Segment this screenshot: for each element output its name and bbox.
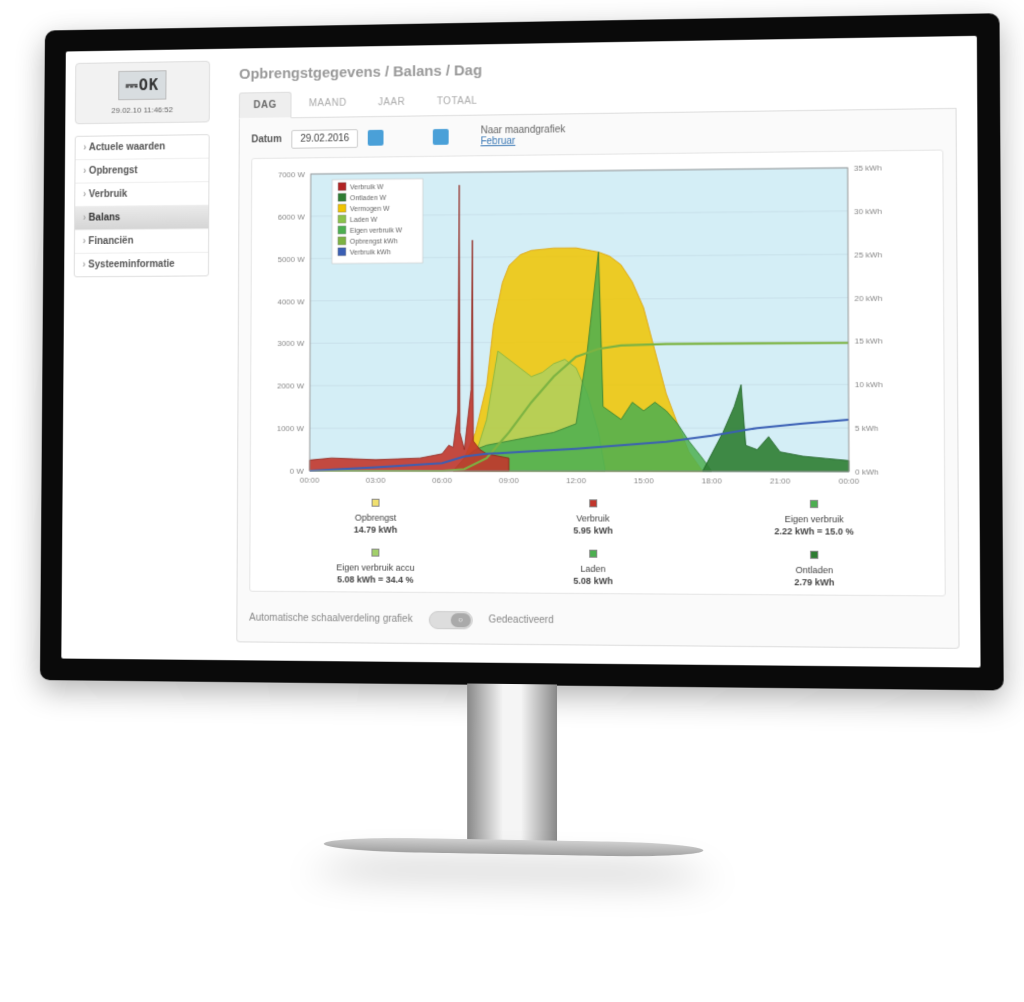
device-timestamp: 29.02.10 11:46:52 bbox=[84, 105, 202, 115]
chart-summaries: Opbrengst14.79 kWhEigen verbruik accu5.0… bbox=[258, 492, 936, 591]
chart-container: 0 W 1000 W 2000 W 3000 W 4000 W 5000 W 6000 W 7… bbox=[249, 150, 945, 597]
svg-text:15:00: 15:00 bbox=[634, 476, 655, 485]
summary-group: Verbruik5.95 kWhLaden5.08 kWh bbox=[573, 499, 612, 587]
autoscale-toggle[interactable]: ○ bbox=[428, 611, 472, 629]
autoscale-state: Gedeactiveerd bbox=[488, 615, 553, 627]
summary-group: Opbrengst14.79 kWhEigen verbruik accu5.0… bbox=[336, 499, 414, 586]
svg-text:20 kWh: 20 kWh bbox=[854, 293, 882, 302]
tab-jaar[interactable]: JAAR bbox=[364, 90, 419, 116]
sidebar-item-3[interactable]: Balans bbox=[75, 206, 208, 231]
sidebar-item-2[interactable]: Verbruik bbox=[75, 182, 208, 207]
prev-arrow-icon[interactable] bbox=[433, 129, 449, 145]
chart-panel: Datum 29.02.2016 Naar maandgrafiek Febru… bbox=[236, 109, 959, 649]
svg-text:Verbruik kWh: Verbruik kWh bbox=[350, 249, 391, 256]
svg-text:4000 W: 4000 W bbox=[277, 297, 304, 306]
device-status-box: ⎓OK 29.02.10 11:46:52 bbox=[75, 61, 210, 124]
svg-text:2000 W: 2000 W bbox=[277, 382, 304, 391]
sidebar-item-0[interactable]: Actuele waarden bbox=[76, 135, 209, 160]
calendar-icon[interactable] bbox=[368, 130, 384, 146]
to-month-label: Naar maandgrafiek bbox=[481, 124, 566, 136]
svg-text:Laden W: Laden W bbox=[350, 217, 378, 224]
svg-text:18:00: 18:00 bbox=[702, 476, 723, 485]
date-field[interactable]: 29.02.2016 bbox=[291, 129, 358, 149]
svg-text:15 kWh: 15 kWh bbox=[855, 337, 883, 346]
svg-text:00:00: 00:00 bbox=[839, 477, 860, 486]
svg-text:5000 W: 5000 W bbox=[278, 255, 305, 264]
svg-text:35 kWh: 35 kWh bbox=[854, 163, 882, 172]
svg-text:12:00: 12:00 bbox=[566, 476, 587, 485]
balance-chart: 0 W 1000 W 2000 W 3000 W 4000 W 5000 W 6000 W 7… bbox=[259, 159, 903, 494]
tab-totaal[interactable]: TOTAAL bbox=[423, 89, 491, 116]
svg-text:0 kWh: 0 kWh bbox=[855, 467, 878, 476]
sidebar: ⎓OK 29.02.10 11:46:52 Actuele waardenOpb… bbox=[61, 49, 219, 660]
month-link[interactable]: Februar bbox=[481, 136, 516, 147]
svg-text:5 kWh: 5 kWh bbox=[855, 424, 878, 433]
main-nav: Actuele waardenOpbrengstVerbruikBalansFi… bbox=[74, 134, 210, 277]
autoscale-label: Automatische schaalverdeling grafiek bbox=[249, 613, 412, 625]
svg-text:30 kWh: 30 kWh bbox=[854, 207, 882, 216]
sidebar-item-1[interactable]: Opbrengst bbox=[75, 159, 208, 184]
svg-text:06:00: 06:00 bbox=[432, 476, 452, 485]
svg-text:10 kWh: 10 kWh bbox=[855, 380, 883, 389]
svg-text:7000 W: 7000 W bbox=[278, 170, 305, 179]
svg-text:Ontladen W: Ontladen W bbox=[350, 195, 387, 202]
date-bar: Datum 29.02.2016 Naar maandgrafiek Febru… bbox=[251, 119, 943, 150]
svg-text:Eigen verbruik W: Eigen verbruik W bbox=[350, 227, 403, 234]
svg-text:Verbruik W: Verbruik W bbox=[350, 184, 384, 191]
svg-text:Opbrengst kWh: Opbrengst kWh bbox=[350, 238, 398, 245]
svg-text:6000 W: 6000 W bbox=[278, 212, 305, 221]
sidebar-item-4[interactable]: Financiën bbox=[75, 229, 208, 254]
svg-text:03:00: 03:00 bbox=[366, 476, 386, 485]
breadcrumb: Opbrengstgegevens / Balans / Dag bbox=[239, 54, 956, 82]
autoscale-row: Automatische schaalverdeling grafiek ○ G… bbox=[249, 602, 946, 634]
svg-text:0 W: 0 W bbox=[290, 467, 304, 476]
svg-text:1000 W: 1000 W bbox=[277, 424, 304, 433]
tab-dag[interactable]: DAG bbox=[239, 92, 291, 119]
date-label: Datum bbox=[251, 134, 281, 145]
svg-text:Vermogen W: Vermogen W bbox=[350, 206, 390, 213]
tab-maand[interactable]: MAAND bbox=[295, 91, 360, 118]
device-lcd: ⎓OK bbox=[119, 70, 166, 100]
svg-text:21:00: 21:00 bbox=[770, 476, 791, 485]
svg-text:00:00: 00:00 bbox=[300, 476, 320, 485]
svg-text:25 kWh: 25 kWh bbox=[854, 250, 882, 259]
summary-group: Eigen verbruik2.22 kWh = 15.0 %Ontladen2… bbox=[774, 500, 854, 589]
svg-text:3000 W: 3000 W bbox=[277, 339, 304, 348]
main-content: Opbrengstgegevens / Balans / Dag DAGMAAN… bbox=[217, 36, 981, 668]
svg-text:09:00: 09:00 bbox=[499, 476, 520, 485]
sidebar-item-5[interactable]: Systeeminformatie bbox=[75, 253, 208, 277]
